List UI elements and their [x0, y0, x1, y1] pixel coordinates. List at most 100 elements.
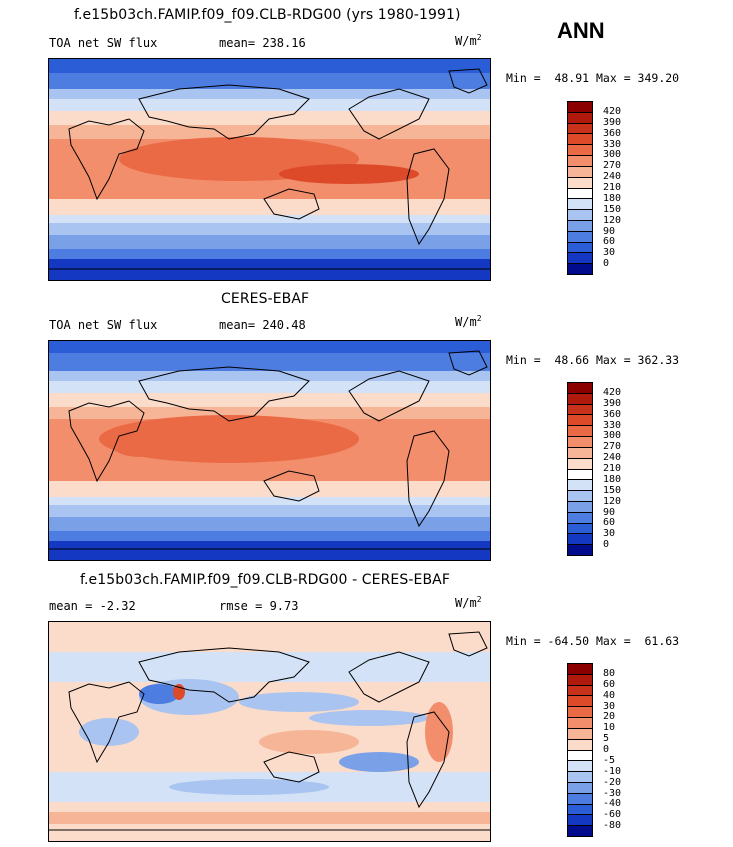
panel1-min-max: Min = 48.91 Max = 349.20	[506, 71, 680, 85]
panel1-map-field	[49, 59, 490, 280]
colorbar-swatch	[568, 264, 592, 274]
season-label: ANN	[557, 18, 605, 43]
colorbar-swatch	[568, 458, 592, 470]
panel2-mean-label: mean= 240.48	[219, 318, 306, 332]
colorbar-tick-label: 360	[603, 127, 622, 139]
colorbar-swatch	[568, 664, 592, 675]
colorbar-tick-label: 30	[603, 700, 616, 712]
colorbar-tick-label: 360	[603, 408, 622, 420]
colorbar-tick-label: 180	[603, 192, 622, 204]
colorbar-tick-label: 60	[603, 678, 616, 690]
colorbar-swatch	[568, 426, 592, 438]
panel2-colorbar	[567, 382, 593, 556]
colorbar-tick-label: 60	[603, 236, 616, 248]
colorbar-tick-label: 150	[603, 203, 622, 215]
colorbar-tick-label: 420	[603, 386, 622, 398]
colorbar-tick-label: 30	[603, 528, 616, 540]
colorbar-swatch	[568, 696, 592, 708]
colorbar-swatch	[568, 739, 592, 751]
colorbar-swatch	[568, 210, 592, 221]
colorbar-tick-label: 240	[603, 452, 622, 464]
colorbar-swatch	[568, 793, 592, 805]
colorbar-tick-label: -5	[603, 754, 616, 766]
colorbar-swatch	[568, 782, 592, 794]
colorbar-swatch	[568, 718, 592, 729]
colorbar-swatch	[568, 685, 592, 697]
panel3-map	[48, 621, 491, 842]
colorbar-tick-label: 420	[603, 105, 622, 117]
colorbar-tick-label: 300	[603, 430, 622, 442]
colorbar-swatch	[568, 383, 592, 394]
colorbar-swatch	[568, 220, 592, 232]
colorbar-tick-label: 390	[603, 397, 622, 409]
colorbar-swatch	[568, 728, 592, 740]
colorbar-swatch	[568, 523, 592, 535]
colorbar-tick-label: 40	[603, 689, 616, 701]
colorbar-tick-label: -10	[603, 765, 622, 777]
colorbar-swatch	[568, 166, 592, 178]
colorbar-swatch	[568, 545, 592, 555]
colorbar-tick-label: 180	[603, 473, 622, 485]
colorbar-tick-label: 390	[603, 116, 622, 128]
colorbar-swatch	[568, 231, 592, 243]
colorbar-swatch	[568, 188, 592, 200]
panel1-units: W/m2	[455, 33, 482, 48]
colorbar-swatch	[568, 112, 592, 124]
panel1-colorbar	[567, 101, 593, 275]
colorbar-swatch	[568, 674, 592, 686]
panel2-title: CERES-EBAF	[221, 291, 310, 307]
colorbar-tick-label: 270	[603, 160, 622, 172]
colorbar-tick-label: 120	[603, 214, 622, 226]
colorbar-swatch	[568, 102, 592, 113]
panel3-units: W/m2	[455, 595, 482, 610]
colorbar-tick-label: 10	[603, 722, 616, 734]
colorbar-tick-label: 210	[603, 182, 622, 193]
colorbar-tick-label: 150	[603, 484, 622, 496]
panel2-colorbar-ticks: 420 390 360 330 300 270 240 210 180 150 120 90 60 30 0	[603, 382, 643, 556]
colorbar-swatch	[568, 156, 592, 167]
colorbar-tick-label: -20	[603, 776, 622, 788]
panel3-mean-label: mean = -2.32	[49, 599, 136, 613]
colorbar-tick-label: -80	[603, 820, 622, 832]
panel3-min-max: Min = -64.50 Max = 61.63	[506, 634, 680, 648]
colorbar-tick-label: 80	[603, 667, 616, 679]
panel3-rmse-label: rmse = 9.73	[219, 599, 299, 613]
colorbar-swatch	[568, 501, 592, 513]
colorbar-tick-label: 90	[603, 225, 616, 237]
panel3-title: f.e15b03ch.FAMIP.f09_f09.CLB-RDG00 - CER…	[80, 572, 450, 588]
colorbar-swatch	[568, 415, 592, 427]
colorbar-swatch	[568, 177, 592, 189]
colorbar-tick-label: 210	[603, 463, 622, 474]
colorbar-tick-label: -40	[603, 798, 622, 810]
colorbar-tick-label: 330	[603, 138, 622, 150]
colorbar-tick-label: 0	[603, 744, 610, 755]
colorbar-tick-label: 0	[603, 539, 610, 551]
panel1-mean-label: mean= 238.16	[219, 36, 306, 50]
colorbar-swatch	[568, 804, 592, 816]
colorbar-swatch	[568, 199, 592, 211]
panel2-map	[48, 340, 491, 561]
colorbar-swatch	[568, 404, 592, 416]
panel1-colorbar-ticks: 420 390 360 330 300 270 240 210 180 150 120 90 60 30 0	[603, 101, 643, 275]
colorbar-tick-label: 60	[603, 517, 616, 529]
colorbar-tick-label: 5	[603, 733, 610, 745]
colorbar-swatch	[568, 480, 592, 492]
panel1-map	[48, 58, 491, 281]
colorbar-tick-label: -60	[603, 809, 622, 821]
colorbar-swatch	[568, 437, 592, 448]
colorbar-swatch	[568, 242, 592, 254]
colorbar-tick-label: 90	[603, 506, 616, 518]
colorbar-swatch	[568, 534, 592, 546]
panel3-map-field	[49, 622, 490, 841]
panel3-colorbar	[567, 663, 593, 837]
colorbar-swatch	[568, 447, 592, 459]
colorbar-tick-label: 240	[603, 171, 622, 183]
colorbar-swatch	[568, 253, 592, 265]
colorbar-tick-label: 0	[603, 258, 610, 270]
colorbar-swatch	[568, 145, 592, 157]
panel2-map-field	[49, 341, 490, 560]
colorbar-swatch	[568, 393, 592, 405]
colorbar-tick-label: -30	[603, 787, 622, 799]
colorbar-swatch	[568, 512, 592, 524]
colorbar-swatch	[568, 750, 592, 762]
